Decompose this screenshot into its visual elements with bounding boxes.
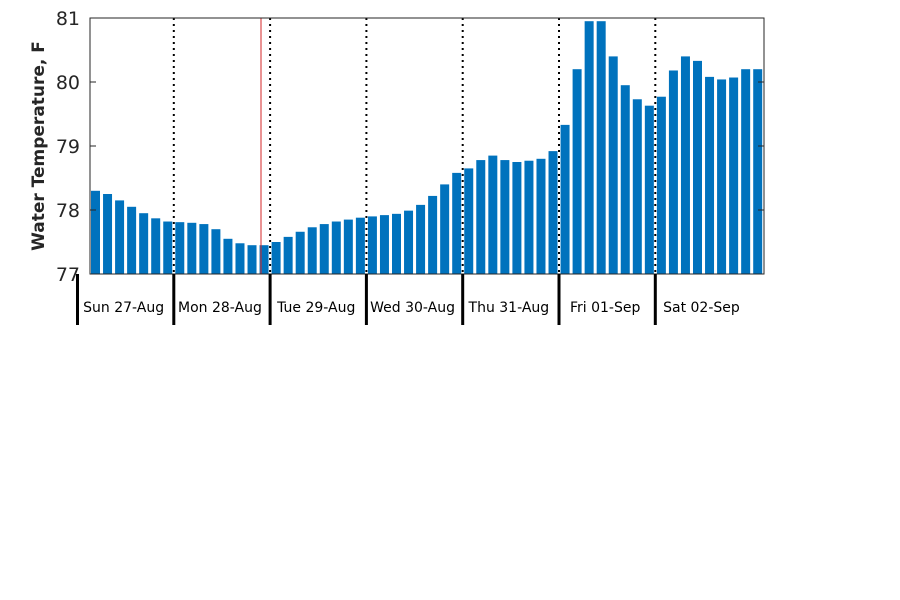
bar (139, 213, 149, 274)
bar-series (91, 21, 763, 275)
day-label: Thu 31-Aug (468, 300, 550, 316)
bar (211, 229, 221, 274)
bar (536, 158, 546, 274)
day-marker (364, 274, 368, 325)
bar (741, 69, 751, 274)
bar (548, 151, 558, 274)
day-marker (268, 274, 272, 325)
bar (416, 204, 426, 274)
bar (632, 99, 642, 274)
bar (379, 215, 389, 274)
bar (355, 217, 365, 274)
bar (295, 231, 305, 274)
bar (729, 77, 739, 275)
bar (440, 184, 450, 274)
day-marker (461, 274, 465, 325)
day-marker (172, 274, 176, 325)
bar (476, 160, 486, 274)
bar (560, 124, 570, 274)
day-marker (557, 274, 561, 325)
bar (596, 21, 606, 275)
bar (464, 168, 474, 274)
bar (307, 227, 317, 274)
day-label: Sat 02-Sep (663, 300, 740, 316)
bar (512, 162, 522, 274)
bar (620, 85, 630, 274)
bar (163, 221, 173, 274)
bar (331, 221, 341, 274)
day-markers (76, 274, 657, 325)
bar (392, 213, 401, 274)
bar (151, 218, 161, 274)
bar (668, 70, 678, 274)
bar (608, 56, 618, 275)
day-label: Fri 01-Sep (570, 300, 640, 316)
y-tick-label: 81 (56, 8, 80, 30)
bar (283, 236, 293, 274)
bar (656, 96, 666, 274)
day-label: Mon 28-Aug (178, 300, 262, 316)
y-tick-label: 79 (56, 136, 80, 158)
y-tick-label: 77 (56, 264, 80, 286)
bar (500, 160, 510, 274)
bar (572, 69, 582, 274)
day-marker (653, 274, 657, 325)
bar (247, 245, 257, 274)
bar (693, 60, 702, 274)
bar (175, 222, 185, 274)
bar (319, 224, 329, 274)
bar (271, 242, 281, 274)
day-label: Sun 27-Aug (83, 300, 164, 316)
y-tick-label: 78 (56, 200, 80, 222)
bar (115, 200, 125, 274)
bar (753, 69, 763, 274)
bar (488, 155, 498, 274)
bar (428, 195, 438, 274)
day-labels: Sun 27-Aug Mon 28-Aug Tue 29-Aug Wed 30-Aug… (83, 300, 740, 316)
bar (223, 238, 233, 274)
day-label: Wed 30-Aug (370, 300, 455, 316)
bar (705, 76, 715, 274)
day-dividers (172, 18, 657, 274)
bar (452, 172, 462, 274)
bar (680, 56, 690, 275)
bar (259, 245, 269, 274)
bar (343, 219, 353, 274)
bar (103, 194, 113, 274)
bar (524, 160, 534, 274)
bar (91, 190, 100, 274)
bar (367, 216, 377, 274)
bar (717, 79, 727, 274)
y-axis-label: Water Temperature, F (29, 41, 49, 251)
bar (584, 21, 594, 275)
bar (404, 210, 414, 274)
bar (235, 243, 245, 274)
bar (199, 224, 209, 274)
y-axis-ticks: 77 78 79 80 81 (56, 8, 764, 286)
y-tick-label: 80 (56, 72, 80, 94)
day-marker (76, 274, 79, 325)
day-label: Tue 29-Aug (276, 300, 355, 316)
bar (127, 206, 137, 274)
bar (187, 222, 197, 274)
bar (644, 105, 654, 275)
